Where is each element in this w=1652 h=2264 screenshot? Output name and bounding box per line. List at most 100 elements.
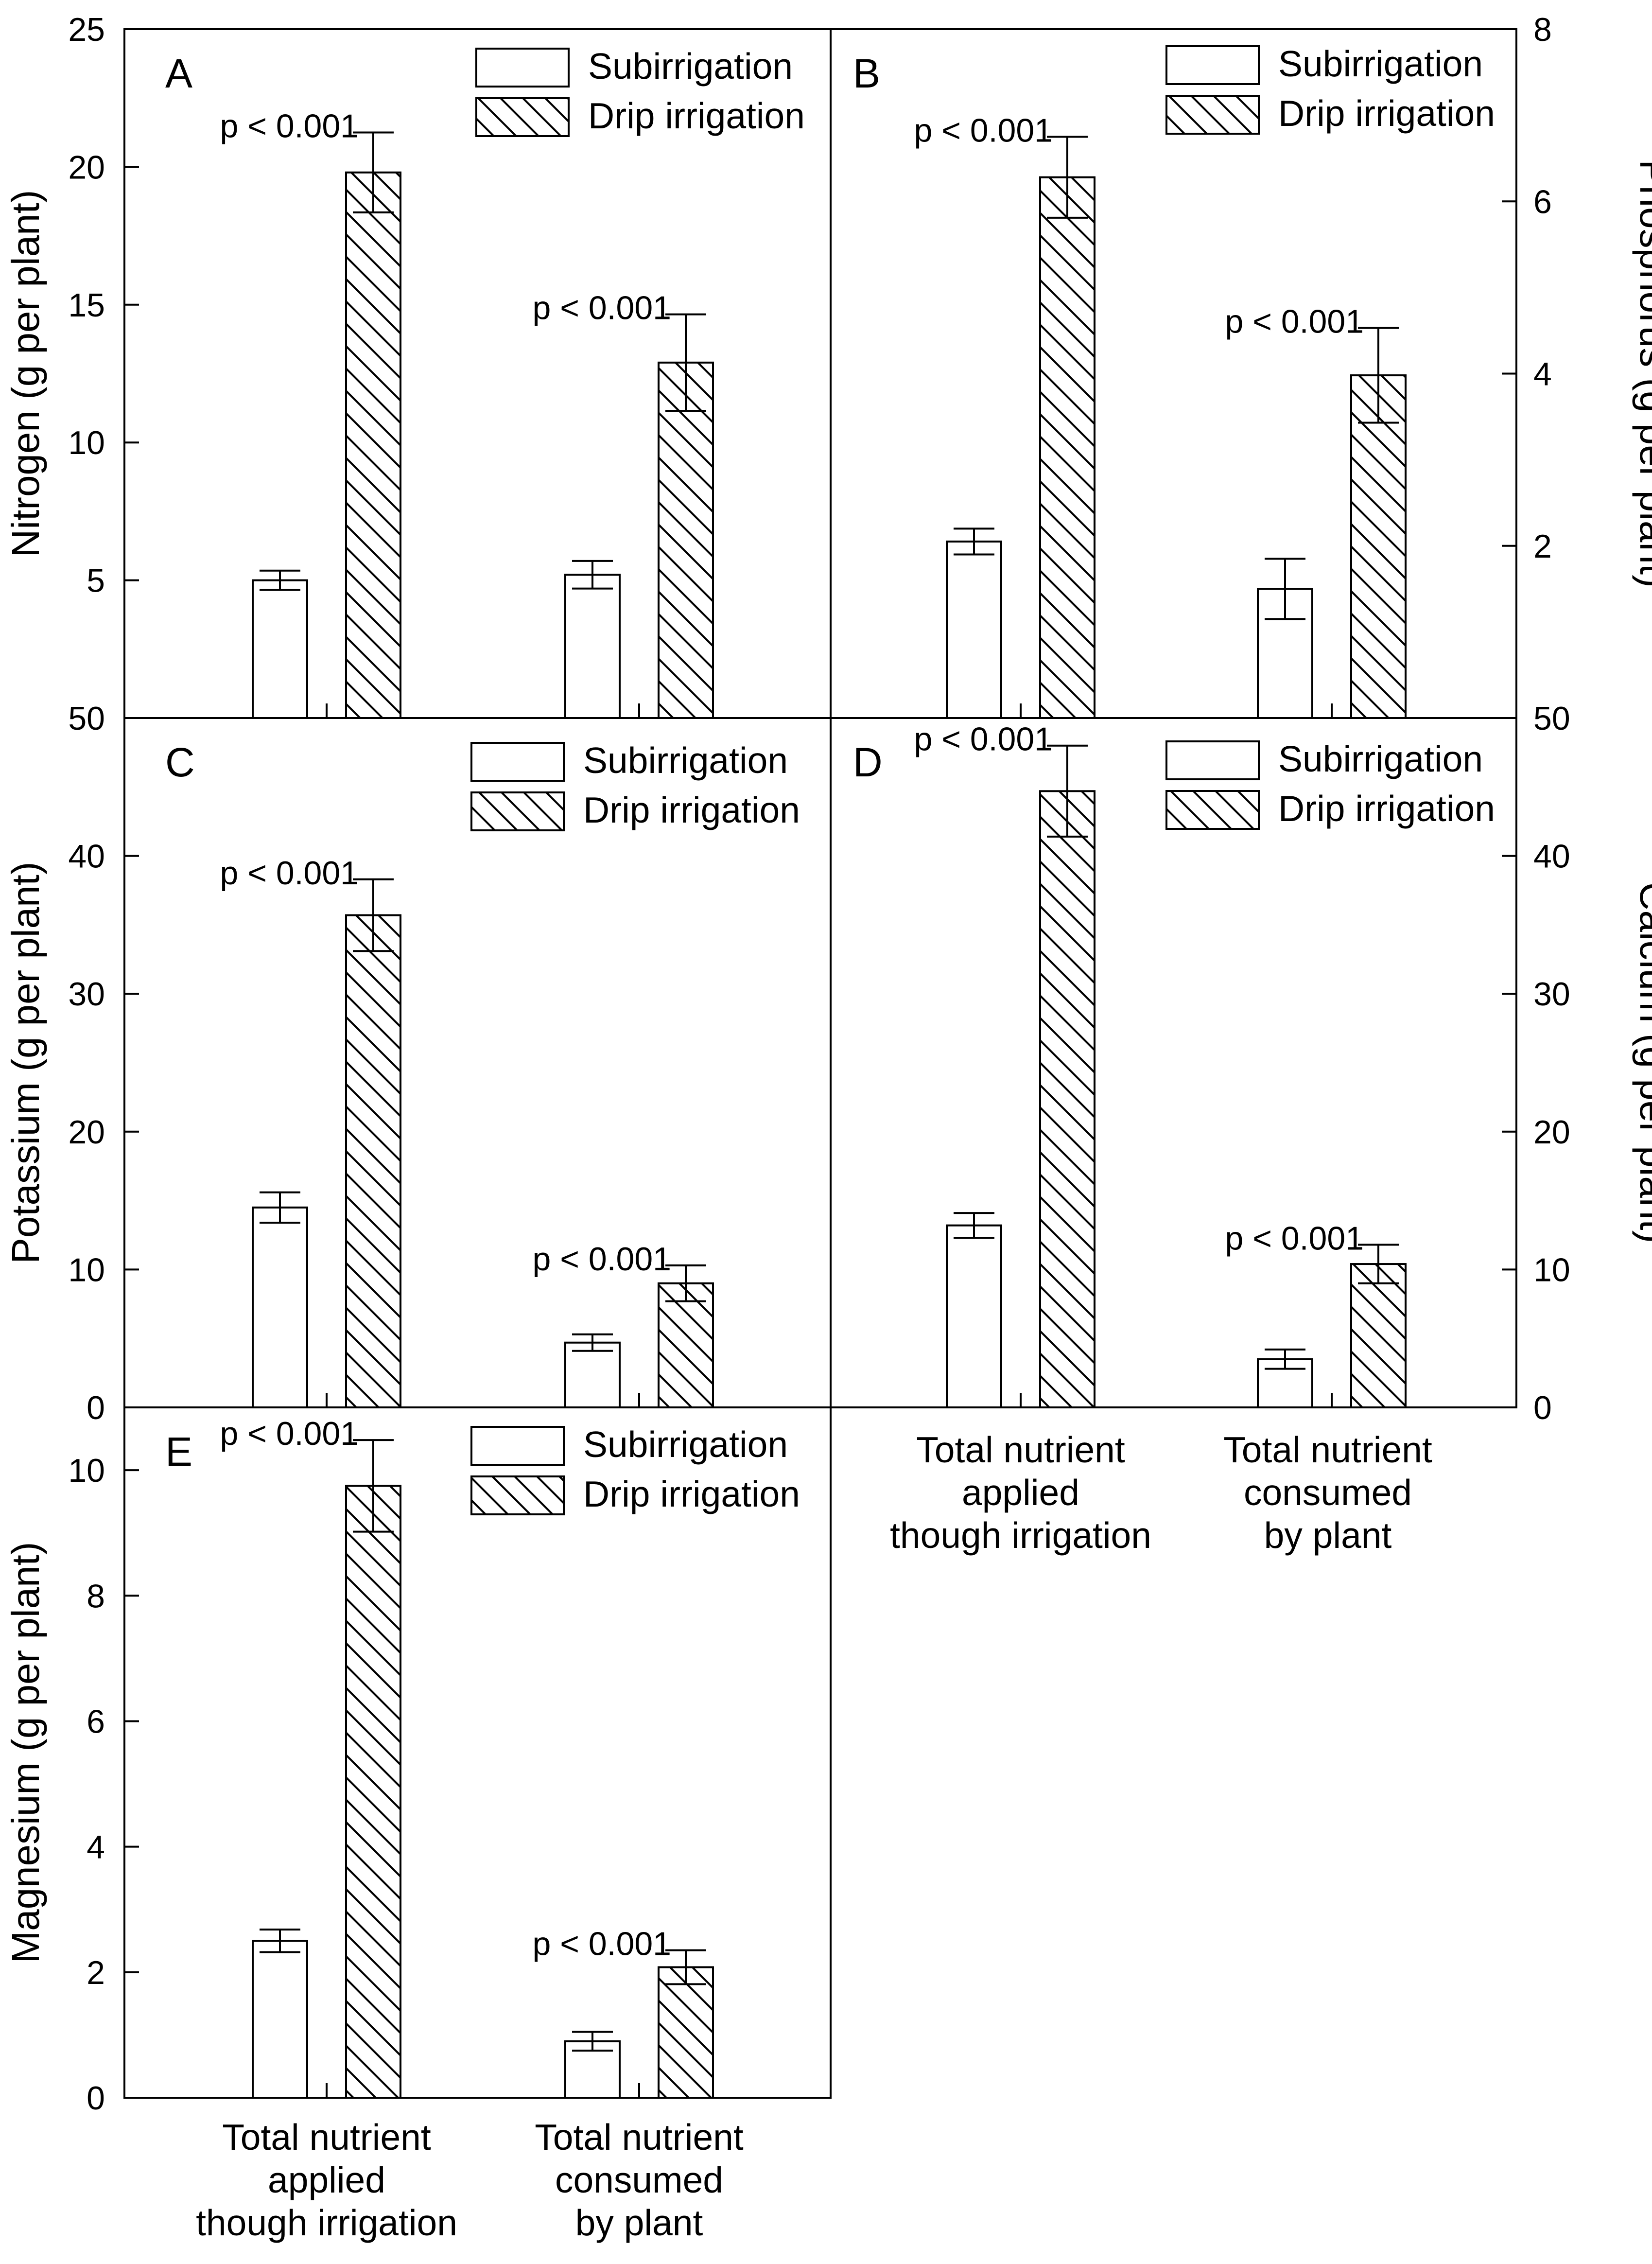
y-axis-title: Potassium (g per plant) <box>4 861 47 1264</box>
panel-label: B <box>853 51 880 96</box>
y-tick-label: 10 <box>68 424 105 461</box>
panel-d: 0 10 20 30 40 50 Calcium (g per plant) Dp < 0.0… <box>830 700 1652 1426</box>
p-value-annotation: p < 0.001 <box>914 721 1053 758</box>
y-tick-label: 50 <box>68 700 105 737</box>
y-tick-label: 2 <box>87 1954 105 1991</box>
panel-a: 5 10 15 20 25 Nitrogen (g per plant) Ap < 0.00… <box>4 11 832 720</box>
y-tick-label: 4 <box>87 1829 105 1866</box>
bar-drip-irrigation <box>1350 374 1407 719</box>
legend-label-subirrigation: Subirrigation <box>1278 43 1483 84</box>
panel-label: A <box>165 51 192 96</box>
x-label-consumed-line3: by plant <box>575 2202 703 2243</box>
legend-swatch-subirrigation <box>1165 740 1260 780</box>
p-value-annotation: p < 0.001 <box>220 1415 359 1452</box>
legend: Subirrigation Drip irrigation <box>470 740 800 831</box>
x-label-consumed-d-line2: consumed <box>1244 1472 1412 1513</box>
y-tick-label: 8 <box>87 1578 105 1615</box>
y-tick-label: 30 <box>1533 976 1570 1013</box>
y-tick-label: 2 <box>1533 528 1552 565</box>
legend-swatch-subirrigation <box>475 48 570 88</box>
bar-subirrigation <box>946 1224 1002 1408</box>
p-value-annotation: p < 0.001 <box>533 290 671 327</box>
x-label-applied-d-line1: Total nutrient <box>916 1429 1125 1470</box>
panel-frame <box>123 1406 832 2099</box>
panel-label: C <box>165 739 195 785</box>
p-value-annotation: p < 0.001 <box>1225 303 1364 340</box>
y-tick-label: 8 <box>1533 11 1552 48</box>
x-label-applied-d-line3: though irrigation <box>890 1515 1151 1556</box>
x-label-consumed-d-line1: Total nutrient <box>1223 1429 1432 1470</box>
panel-b: 2 4 6 8 Phosphorus (g per plant) Bp < 0.001 p … <box>830 11 1652 720</box>
y-tick-label: 25 <box>68 11 105 48</box>
y-tick-label: 4 <box>1533 356 1552 393</box>
y-tick-label: 30 <box>68 976 105 1013</box>
bar-drip-irrigation <box>658 1282 714 1409</box>
p-value-annotation: p < 0.001 <box>533 1926 671 1963</box>
legend-swatch-drip-irrigation <box>470 791 565 831</box>
panel-c: 0 10 20 30 40 50 Potassium (g per plant) Cp < 0… <box>4 700 832 1426</box>
bar-drip-irrigation <box>1039 176 1096 719</box>
legend: Subirrigation Drip irrigation <box>1165 43 1495 135</box>
legend-label-drip-irrigation: Drip irrigation <box>583 790 800 830</box>
p-value-annotation: p < 0.001 <box>1225 1220 1364 1257</box>
y-tick-label: 0 <box>1533 1389 1552 1426</box>
legend-swatch-subirrigation <box>1165 45 1260 85</box>
x-label-applied-d-line2: applied <box>962 1472 1079 1513</box>
legend-label-drip-irrigation: Drip irrigation <box>1278 93 1495 134</box>
bar-drip-irrigation <box>345 1485 401 2099</box>
legend-swatch-subirrigation <box>470 1426 565 1466</box>
y-tick-label: 5 <box>87 562 105 599</box>
x-label-applied-line3: though irrigation <box>196 2202 457 2243</box>
x-label-consumed-line2: consumed <box>555 2159 723 2200</box>
panel-e: 0 2 4 6 8 10 Magnesium (g per plant) E p < 0.001… <box>4 1406 832 2117</box>
y-tick-label: 6 <box>1533 183 1552 220</box>
y-tick-label: 10 <box>1533 1251 1570 1288</box>
y-axis-title: Magnesium (g per plant) <box>4 1542 47 1963</box>
bar-drip-irrigation <box>658 361 714 719</box>
bar-drip-irrigation <box>1350 1263 1407 1408</box>
bar-drip-irrigation <box>345 171 401 720</box>
legend-label-subirrigation: Subirrigation <box>583 740 788 781</box>
legend-label-subirrigation: Subirrigation <box>588 46 793 87</box>
x-label-consumed-d-line3: by plant <box>1264 1515 1392 1556</box>
legend-swatch-drip-irrigation <box>470 1475 565 1515</box>
p-value-annotation: p < 0.001 <box>914 112 1053 149</box>
bar-subirrigation <box>252 579 308 719</box>
panel-label: E <box>165 1429 192 1474</box>
legend-swatch-drip-irrigation <box>1165 95 1260 135</box>
bar-subirrigation <box>564 1341 621 1409</box>
legend: Subirrigation Drip irrigation <box>470 1424 800 1515</box>
bar-drip-irrigation <box>345 914 401 1408</box>
legend-swatch-drip-irrigation <box>475 97 570 137</box>
legend-swatch-drip-irrigation <box>1165 790 1260 830</box>
y-axis-title: Phosphorus (g per plant) <box>1632 159 1652 588</box>
bar-drip-irrigation <box>658 1966 714 2099</box>
bar-subirrigation <box>564 574 621 720</box>
legend-label-drip-irrigation: Drip irrigation <box>1278 788 1495 829</box>
y-tick-label: 15 <box>68 287 105 324</box>
y-tick-label: 40 <box>68 838 105 875</box>
legend-label-subirrigation: Subirrigation <box>583 1424 788 1465</box>
legend-label-drip-irrigation: Drip irrigation <box>588 95 805 136</box>
panel-frame <box>830 717 1517 1408</box>
y-tick-label: 10 <box>68 1452 105 1489</box>
legend: Subirrigation Drip irrigation <box>475 46 805 137</box>
p-value-annotation: p < 0.001 <box>533 1241 671 1278</box>
y-tick-label: 0 <box>87 2080 105 2117</box>
legend-label-subirrigation: Subirrigation <box>1278 738 1483 779</box>
x-label-applied-line1: Total nutrient <box>222 2117 431 2158</box>
bar-subirrigation <box>946 540 1002 720</box>
panel-label: D <box>853 739 883 785</box>
y-tick-label: 10 <box>68 1251 105 1288</box>
y-tick-label: 6 <box>87 1703 105 1740</box>
x-label-consumed-line1: Total nutrient <box>535 2117 744 2158</box>
p-value-annotation: p < 0.001 <box>220 855 359 892</box>
legend-label-drip-irrigation: Drip irrigation <box>583 1474 800 1514</box>
y-tick-label: 50 <box>1533 700 1570 737</box>
legend-swatch-subirrigation <box>470 742 565 782</box>
y-tick-label: 0 <box>87 1389 105 1426</box>
y-tick-label: 20 <box>1533 1114 1570 1151</box>
y-tick-label: 20 <box>68 1114 105 1151</box>
bar-drip-irrigation <box>1039 790 1096 1408</box>
